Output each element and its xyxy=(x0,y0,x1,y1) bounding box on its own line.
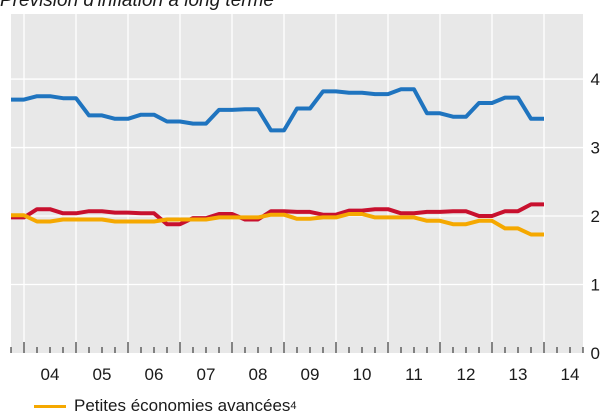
x-tick-label: 06 xyxy=(145,365,164,384)
legend-label: Petites économies avancées xyxy=(74,396,291,415)
plot-background xyxy=(11,14,583,353)
x-tick-label: 14 xyxy=(561,365,580,384)
x-tick-label: 13 xyxy=(509,365,528,384)
series-line-1 xyxy=(11,87,544,133)
x-tick-label: 11 xyxy=(405,365,423,384)
x-tick-label: 09 xyxy=(301,365,320,384)
legend: Petites économies avancées 4 xyxy=(34,394,297,418)
legend-swatch xyxy=(34,404,66,408)
y-tick-label: 0 xyxy=(591,344,600,363)
y-tick-label: 1 xyxy=(591,276,600,295)
x-tick-label: 05 xyxy=(93,365,112,384)
y-tick-label: 3 xyxy=(591,139,600,158)
series-line-2 xyxy=(11,202,544,227)
x-tick-label: 04 xyxy=(41,365,60,384)
y-tick-label: 2 xyxy=(591,207,600,226)
x-tick-label: 07 xyxy=(197,365,216,384)
legend-footnote: 4 xyxy=(290,400,297,412)
x-tick-label: 12 xyxy=(457,365,476,384)
x-tick-label: 10 xyxy=(353,365,372,384)
chart-title: Prévision d'inflation à long terme xyxy=(0,0,274,11)
y-tick-label: 4 xyxy=(591,70,600,89)
series-line-3 xyxy=(11,212,544,237)
x-tick-label: 08 xyxy=(249,365,268,384)
